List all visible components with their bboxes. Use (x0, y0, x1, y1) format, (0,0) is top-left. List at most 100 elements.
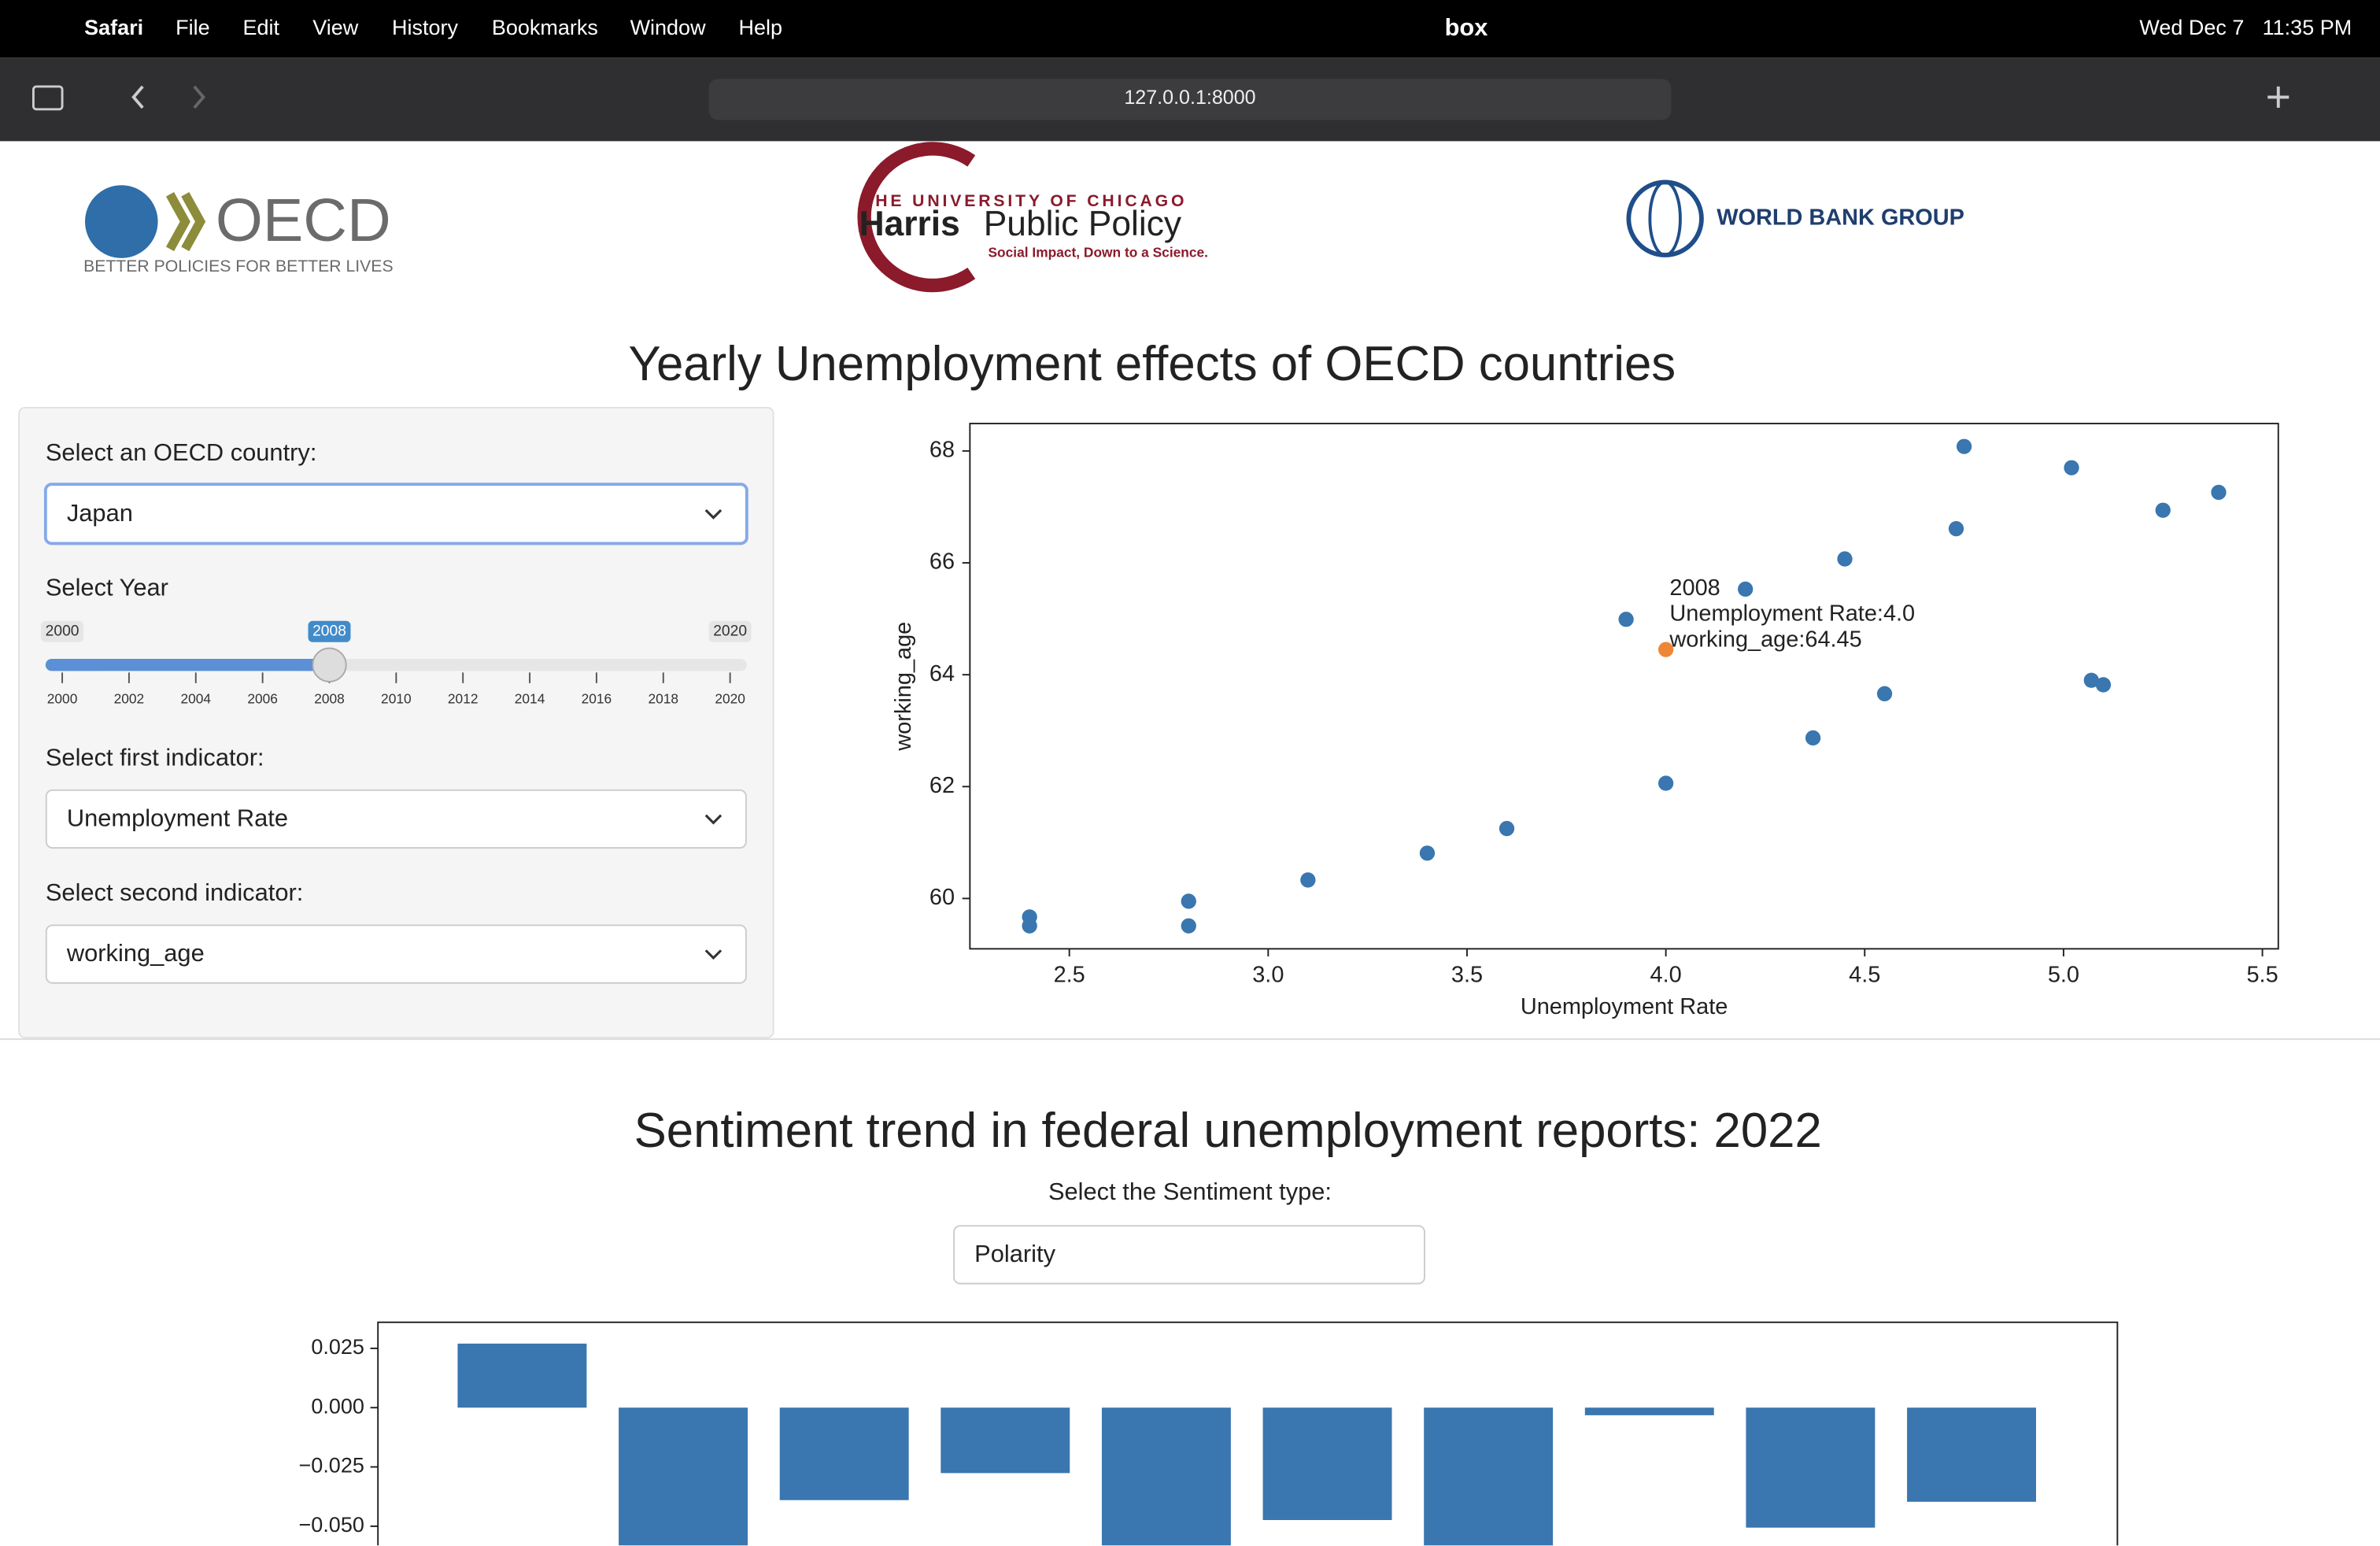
menu-item[interactable]: Window (630, 16, 706, 39)
point (1876, 686, 1893, 701)
y-tick-label: 64 (929, 661, 955, 686)
bar (941, 1407, 1070, 1474)
sentiment-value[interactable]: Polarity (974, 1240, 1055, 1267)
slider-tick-label: 2014 (515, 691, 545, 707)
first-select[interactable] (45, 789, 747, 849)
slider-tick-label: 2016 (582, 691, 612, 707)
oecd-globe (84, 185, 158, 258)
box-icon[interactable]: box (1445, 13, 1488, 41)
x-tick-label: 5.0 (2048, 963, 2079, 988)
y-tick-label: 0.025 (311, 1335, 364, 1359)
slider-fill (45, 658, 330, 671)
second-select[interactable] (45, 924, 747, 984)
point (1658, 775, 1674, 791)
slider-badge-label: 2020 (713, 623, 747, 639)
harris-school: Public Policy (984, 205, 1182, 243)
slider-tick-label: 2006 (247, 691, 278, 707)
point (1837, 551, 1853, 567)
point (2211, 484, 2227, 501)
oecd-tagline: BETTER POLICIES FOR BETTER LIVES (83, 257, 394, 276)
slider-tick-label: 2000 (47, 691, 78, 707)
date[interactable]: Wed Dec 7 (2139, 16, 2244, 39)
url-bar[interactable] (708, 79, 1672, 120)
back-button[interactable] (131, 85, 144, 109)
time[interactable]: 11:35 PM (2263, 16, 2352, 39)
harris-university: THE UNIVERSITY OF CHICAGO (862, 192, 1187, 210)
slider-handle[interactable] (312, 647, 347, 682)
bar (1584, 1407, 1714, 1415)
menu-item[interactable]: Edit (242, 16, 279, 39)
menu-item[interactable]: View (312, 16, 359, 39)
chevrons (704, 509, 1401, 1259)
country-select[interactable] (43, 483, 748, 546)
y-tick-label: −0.025 (299, 1454, 364, 1478)
menubar (0, 0, 2380, 58)
y-tick-label: 60 (929, 885, 955, 910)
y-tick-label: 0.000 (311, 1394, 364, 1418)
app-menu[interactable]: Safari (84, 16, 143, 39)
point (1738, 581, 1754, 597)
point (1022, 918, 1037, 934)
menu-item[interactable]: File (176, 16, 209, 39)
plot-frame (969, 423, 2279, 950)
oecd-mark (165, 192, 206, 252)
slider-badge (708, 620, 752, 642)
point (1805, 730, 1821, 746)
harris-arc (857, 142, 976, 293)
bar (779, 1407, 909, 1500)
menu-item[interactable]: History (392, 16, 458, 39)
wb-globe-line (1648, 180, 1682, 257)
sidebar-button[interactable] (31, 85, 64, 111)
country-value[interactable]: Japan (67, 499, 133, 527)
point (1618, 612, 1634, 627)
bar (1424, 1407, 1554, 1546)
annotation: working_age:64.45 (1669, 627, 1861, 652)
section-title: Yearly Unemployment effects of OECD coun… (628, 337, 1676, 391)
wb-globe (1626, 179, 1704, 257)
bar (619, 1407, 748, 1546)
slider-badge (308, 620, 351, 642)
y-axis-label: working_age (891, 622, 916, 752)
bar (1746, 1407, 1876, 1528)
forward-button[interactable] (193, 85, 205, 109)
point (2155, 502, 2171, 518)
slider-tick-label: 2002 (114, 691, 145, 707)
point (1948, 521, 1964, 537)
x-tick-label: 2.5 (1054, 963, 1085, 988)
sentiment-label: Select the Sentiment type: (1048, 1178, 1332, 1205)
x-axis-label: Unemployment Rate (1521, 994, 1728, 1019)
wb-name: WORLD BANK GROUP (1717, 205, 1964, 230)
new-tab[interactable] (2267, 86, 2289, 108)
sidebar-panel (18, 406, 774, 1039)
point (1658, 642, 1674, 657)
slider-tick-label: 2020 (715, 691, 745, 707)
menu-item[interactable]: Help (738, 16, 782, 39)
first-value[interactable]: Unemployment Rate (67, 804, 288, 832)
point (2064, 460, 2079, 475)
second-value[interactable]: working_age (66, 939, 205, 967)
point (1956, 438, 1972, 454)
menu-item[interactable]: Bookmarks (492, 16, 598, 39)
sentiment-select[interactable] (953, 1225, 1425, 1285)
point (2083, 672, 2099, 688)
harris-tagline: Social Impact, Down to a Science. (988, 245, 1208, 261)
bar (1907, 1407, 2036, 1502)
bar (1101, 1407, 1231, 1546)
annotation: 2008 (1669, 575, 1720, 601)
url[interactable]: 127.0.0.1:8000 (1124, 87, 1255, 109)
slider-badge (41, 620, 84, 642)
x-tick-label: 4.0 (1650, 963, 1682, 988)
point (1181, 918, 1196, 934)
slider-tick-label: 2012 (448, 691, 479, 707)
y-tick-label: −0.050 (299, 1513, 364, 1537)
y-tick-label: 68 (929, 438, 955, 463)
point (1300, 872, 1316, 888)
slider-tick-label: 2018 (648, 691, 678, 707)
point (1419, 845, 1436, 861)
oecd-name: OECD (216, 187, 391, 254)
section-title: Sentiment trend in federal unemployment … (634, 1104, 1822, 1158)
bar (457, 1343, 587, 1408)
x-tick-label: 4.5 (1849, 963, 1880, 988)
slider-tick-label: 2004 (180, 691, 211, 707)
